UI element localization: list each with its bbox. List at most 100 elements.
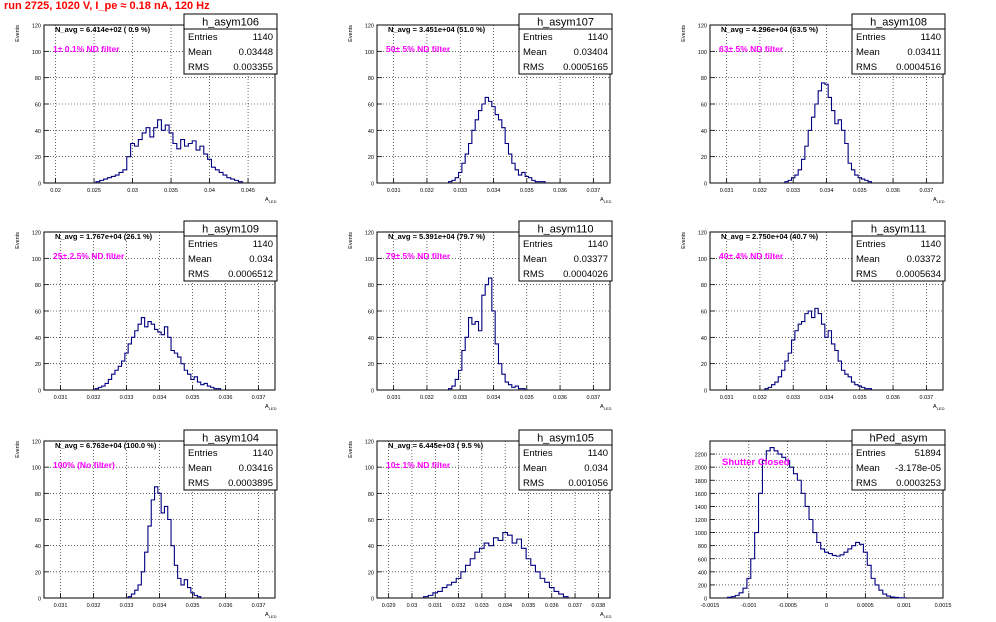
x-tick-label: 0.037 xyxy=(586,188,600,194)
x-axis-label: ALED xyxy=(933,404,945,411)
histogram-bin xyxy=(161,335,164,390)
histogram-bin xyxy=(164,506,167,598)
histogram-bin xyxy=(489,101,492,183)
histogram-bin xyxy=(223,175,227,183)
stat-label: Mean xyxy=(856,463,880,474)
histogram-bin xyxy=(171,351,174,391)
histogram-bin xyxy=(802,322,805,390)
histogram-line xyxy=(448,277,526,390)
filter-annotation: 10± 1% ND filter xyxy=(386,460,451,470)
x-tick-label: 0.036 xyxy=(553,395,567,401)
histogram-bin xyxy=(219,172,223,183)
histogram-bin xyxy=(535,572,540,598)
histogram-panel-hPed_asym: 0 200 400 600 800 1000 1200 1400 1600 1800 2000 220… xyxy=(695,429,951,609)
histogram-bin xyxy=(818,91,821,183)
histogram-bin xyxy=(177,149,181,183)
y-tick-label: 60 xyxy=(701,103,707,109)
x-tick-label: 0.045 xyxy=(241,188,255,194)
y-axis-label: Events xyxy=(15,25,21,42)
x-tick-label: 0.037 xyxy=(252,395,266,401)
histogram-bin xyxy=(554,591,559,598)
histogram-bin xyxy=(828,554,832,598)
stat-label: RMS xyxy=(523,478,544,489)
x-tick-label: 0.033 xyxy=(786,395,800,401)
x-tick-label: 0.001 xyxy=(897,603,911,609)
histogram-bin xyxy=(867,565,871,598)
x-axis-label: ALED xyxy=(600,197,612,204)
x-tick-label: 0.032 xyxy=(87,395,101,401)
y-tick-label: 0 xyxy=(38,182,41,188)
stat-label: Mean xyxy=(523,47,547,58)
stat-label: Mean xyxy=(188,47,212,58)
histogram-bin xyxy=(832,555,836,598)
y-tick-label: 1400 xyxy=(695,505,707,511)
y-tick-label: 80 xyxy=(368,492,374,498)
histogram-bin xyxy=(822,83,825,183)
histogram-bin xyxy=(559,594,564,598)
stats-box: h_asym104 Entries 1140 Mean 0.03416 RMS 0.0003… xyxy=(183,429,278,491)
histogram-bin xyxy=(111,176,115,183)
stat-label: Entries xyxy=(188,448,218,459)
histogram-bin xyxy=(521,548,526,598)
x-tick-label: 0.036 xyxy=(219,395,233,401)
histogram-bin xyxy=(844,552,848,598)
histogram-bin xyxy=(835,124,838,183)
histogram-bins xyxy=(765,308,872,390)
histogram-bin xyxy=(812,318,815,390)
y-tick-label: 120 xyxy=(365,231,374,237)
x-tick-label: 0.02 xyxy=(50,188,61,194)
y-tick-label: 0 xyxy=(371,182,374,188)
histogram-panel-h_asym111: 0 20 40 60 80 100 120 0.031 0.032 0.033 0.034 0.035… xyxy=(681,220,946,411)
histogram-bin xyxy=(181,585,184,598)
y-tick-label: 40 xyxy=(368,129,374,135)
x-tick-label: -0.0015 xyxy=(701,603,720,609)
navg-annotation: N_avg = 1.767e+04 (26.1 %) xyxy=(55,232,153,241)
x-tick-label: 0.031 xyxy=(428,603,442,609)
histogram-bin xyxy=(452,582,457,598)
x-tick-label: 0.034 xyxy=(820,395,834,401)
x-tick-label: 0.033 xyxy=(475,603,489,609)
navg-annotation: N_avg = 6.445e+03 ( 9.5 %) xyxy=(388,441,484,450)
x-axis-label: ALED xyxy=(600,612,612,619)
x-tick-label: 0.036 xyxy=(886,395,900,401)
x-tick-label: 0.036 xyxy=(553,188,567,194)
y-tick-label: 40 xyxy=(701,336,707,342)
histogram-bin xyxy=(155,329,158,390)
y-tick-label: 0 xyxy=(371,597,374,603)
histogram-line xyxy=(448,96,546,183)
x-tick-label: 0.037 xyxy=(568,603,582,609)
stat-value: 1140 xyxy=(921,239,941,250)
stat-value: 0.03416 xyxy=(239,463,273,474)
histogram-bin xyxy=(778,454,782,598)
histogram-bin xyxy=(472,324,475,390)
y-tick-label: 60 xyxy=(701,310,707,316)
histogram-line xyxy=(726,446,907,599)
y-tick-label: 60 xyxy=(35,518,41,524)
y-tick-label: 120 xyxy=(698,24,707,30)
y-tick-label: 20 xyxy=(701,362,707,368)
histogram-title: h_asym107 xyxy=(537,17,594,29)
histogram-bin xyxy=(201,385,204,390)
stat-value: 0.03404 xyxy=(574,47,608,58)
y-tick-label: 100 xyxy=(365,257,374,263)
histogram-bin xyxy=(848,549,852,598)
stat-label: RMS xyxy=(188,269,209,280)
stat-label: RMS xyxy=(523,62,544,73)
histogram-bin xyxy=(879,590,883,598)
y-tick-label: 1200 xyxy=(695,518,707,524)
histogram-bin xyxy=(540,578,545,598)
stat-value: 1140 xyxy=(588,239,608,250)
histogram-bin xyxy=(797,480,801,598)
stat-label: Mean xyxy=(856,47,880,58)
histogram-bin xyxy=(883,594,887,598)
histogram-bins xyxy=(95,318,220,390)
y-tick-label: 80 xyxy=(701,76,707,82)
histogram-bin xyxy=(158,120,162,183)
histogram-bin xyxy=(786,461,790,598)
stat-label: Entries xyxy=(523,448,553,459)
y-tick-label: 0 xyxy=(704,182,707,188)
x-tick-label: -0.0005 xyxy=(778,603,797,609)
y-tick-label: 60 xyxy=(35,310,41,316)
histogram-bin xyxy=(507,535,512,598)
histogram-title: h_asym111 xyxy=(871,224,926,236)
